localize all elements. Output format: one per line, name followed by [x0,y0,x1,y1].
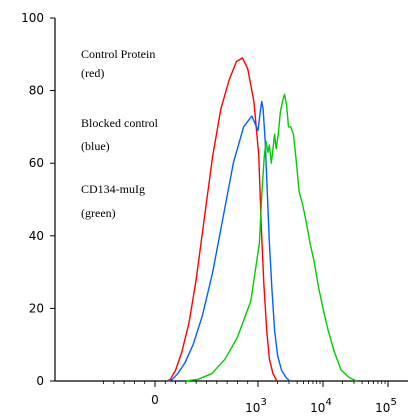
y-tick-label: 0 [36,374,44,388]
y-tick-label: 40 [29,229,44,243]
legend-blue-line1: Blocked control [81,116,159,130]
legend: Control Protein (red) Blocked control (b… [81,47,159,220]
legend-red-line2: (red) [81,66,104,80]
x-ticks: 0 103 104 105 [151,381,397,415]
y-tick-label: 80 [29,84,44,98]
y-tick-label: 20 [29,301,44,315]
y-tick-label: 60 [29,156,44,170]
series-line-2 [185,93,357,382]
x-tick-label: 0 [151,393,159,407]
series-line-1 [168,100,291,382]
y-ticks: 0 20 40 60 80 100 [21,11,55,388]
legend-green-line2: (green) [81,206,116,220]
x-minor-ticks [103,381,386,384]
x-tick-label: 105 [375,397,397,415]
plot-area: 0 20 40 60 80 100 0 103 104 105 [21,11,408,415]
legend-green-line1: CD134-muIg [81,182,145,196]
legend-blue-line2: (blue) [81,139,110,153]
x-tick-label: 103 [245,397,267,415]
series-line-0 [167,57,278,382]
y-tick-label: 100 [21,11,44,25]
legend-red-line1: Control Protein [81,47,155,61]
series-lines [167,57,357,382]
x-tick-label: 104 [310,397,332,415]
